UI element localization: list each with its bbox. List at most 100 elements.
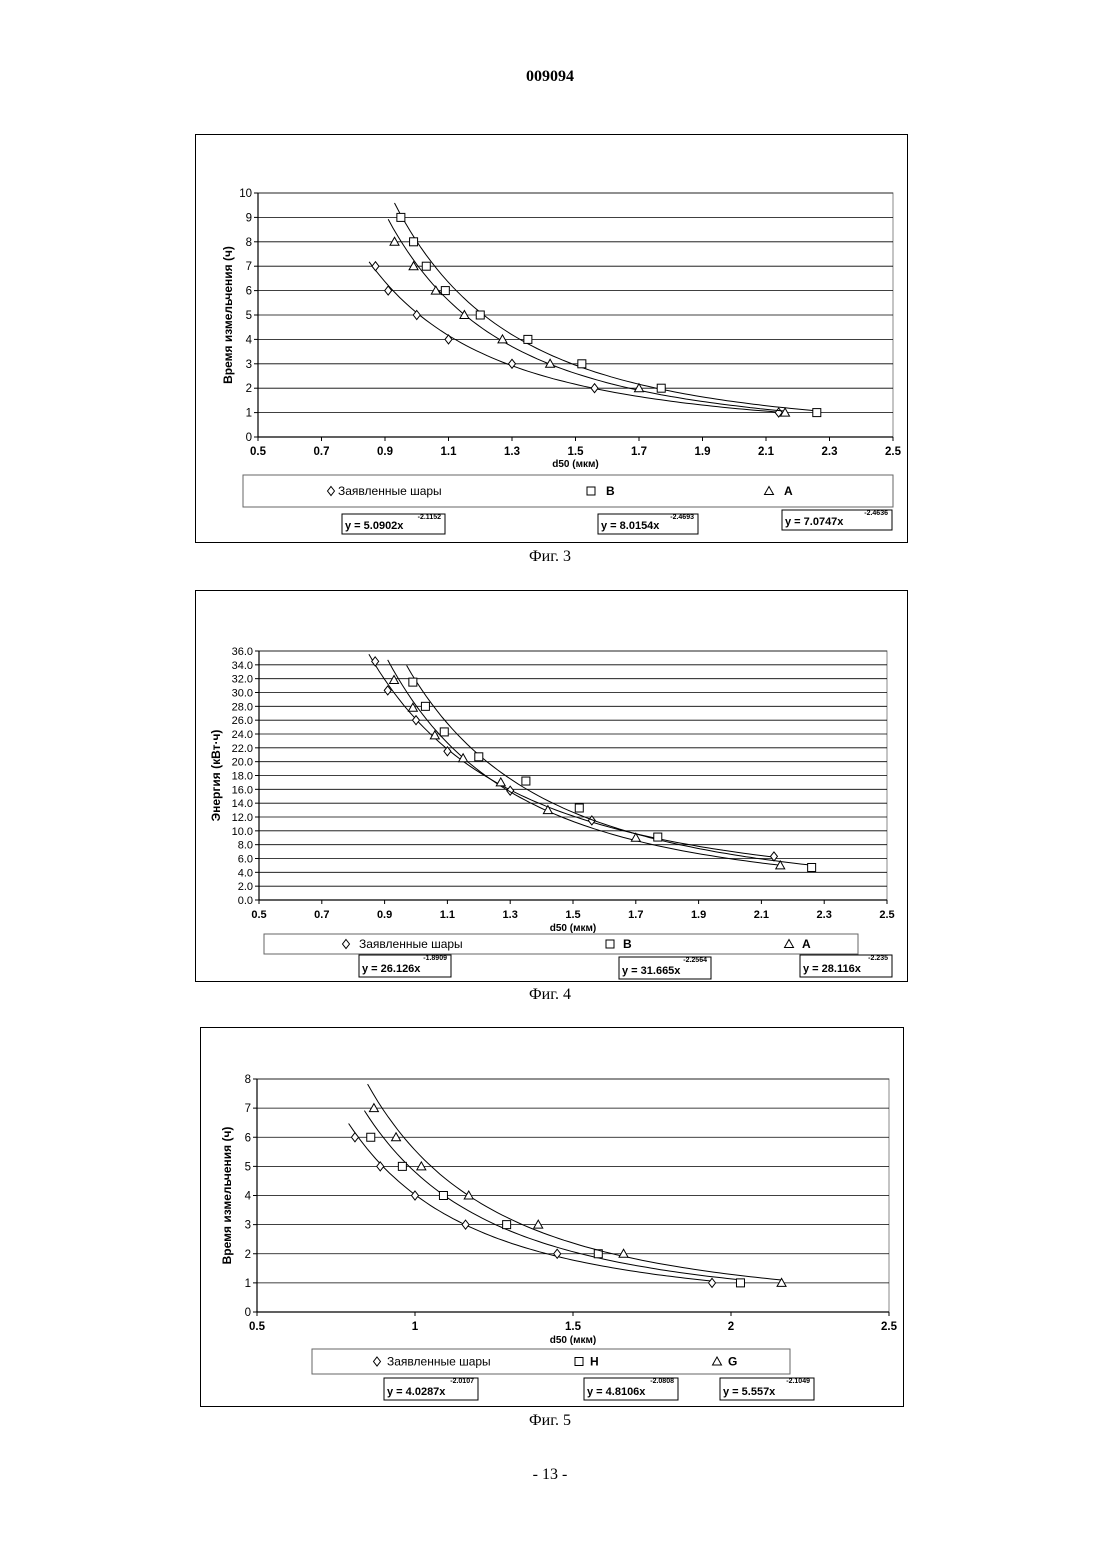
trendline-equation-2: y = 31.665x <box>622 965 681 977</box>
trendline-exponent-3: -2.4636 <box>864 510 888 517</box>
x-tick-label: 2.5 <box>879 909 894 921</box>
trendline-exponent-1: -2.0107 <box>450 1378 474 1385</box>
legend-marker-2 <box>587 487 595 495</box>
y-tick-label: 20.0 <box>232 757 253 769</box>
data-point-series-2 <box>422 262 430 270</box>
x-tick-label: 2.3 <box>817 909 832 921</box>
trendline-equation-1: y = 5.0902x <box>345 520 404 532</box>
data-point-series-2 <box>736 1279 744 1287</box>
legend-marker-2 <box>575 1358 583 1366</box>
y-tick-label: 1 <box>246 408 252 420</box>
trendline-exponent-2: -2.2564 <box>683 957 707 964</box>
trendline-exponent-3: -2.1049 <box>786 1378 810 1385</box>
page-number: - 13 - <box>0 1466 1100 1484</box>
x-tick-label: 0.9 <box>377 446 393 458</box>
trendline-equation-1: y = 26.126x <box>362 963 421 975</box>
y-axis-label: Время измельчения (ч) <box>220 1127 234 1265</box>
trendline-equation-2: y = 8.0154x <box>601 520 660 532</box>
y-tick-label: 18.0 <box>232 771 253 783</box>
y-tick-label: 10.0 <box>232 826 253 838</box>
y-tick-label: 4.0 <box>238 867 253 879</box>
y-tick-label: 1 <box>245 1278 251 1290</box>
y-tick-label: 0 <box>245 1307 251 1319</box>
caption-fig5: Фиг. 5 <box>0 1412 1100 1430</box>
legend-label-2: H <box>590 1355 599 1369</box>
legend-label-3: A <box>784 484 793 498</box>
y-axis-label: Время измельчения (ч) <box>221 246 235 384</box>
trendline-equation-1: y = 4.0287x <box>387 1386 446 1398</box>
legend-label-2: B <box>606 484 615 498</box>
x-tick-label: 1.9 <box>695 446 711 458</box>
data-point-series-2 <box>397 213 405 221</box>
trendline-equation-2: y = 4.8106x <box>587 1386 646 1398</box>
trendline-exponent-2: -2.0808 <box>650 1378 674 1385</box>
x-tick-label: 1.7 <box>631 446 647 458</box>
x-axis-label: d50 (мкм) <box>550 1335 596 1346</box>
y-tick-label: 10 <box>239 188 252 200</box>
y-axis-label: Энергия (кВт·ч) <box>209 730 223 822</box>
trendline-exponent-3: -2.235 <box>868 955 888 962</box>
x-axis-label: d50 (мкм) <box>550 923 596 934</box>
data-point-series-2 <box>410 238 418 246</box>
data-point-series-2 <box>367 1133 375 1141</box>
trendline-equation-3: y = 7.0747x <box>785 516 844 528</box>
x-tick-label: 0.5 <box>249 1321 266 1333</box>
trendline-equation-3: y = 28.116x <box>803 963 862 975</box>
x-tick-label: 2.1 <box>754 909 769 921</box>
chart-frame-fig4: 0.02.04.06.08.010.012.014.016.018.020.02… <box>195 590 908 982</box>
y-tick-label: 34.0 <box>232 660 253 672</box>
chart-fig5: 0123456780.511.522.5d50 (мкм)Время измел… <box>201 1028 903 1406</box>
data-point-series-2 <box>522 777 530 785</box>
legend-marker-2 <box>606 940 614 948</box>
data-point-series-2 <box>813 409 821 417</box>
y-tick-label: 2 <box>246 383 252 395</box>
x-tick-label: 1.1 <box>441 446 458 458</box>
data-point-series-2 <box>524 335 532 343</box>
y-tick-label: 8 <box>246 237 252 249</box>
x-tick-label: 1.5 <box>568 446 585 458</box>
y-tick-label: 7 <box>245 1103 251 1115</box>
trendline-exponent-1: -2.1152 <box>418 514 441 521</box>
trendline-exponent-1: -1.8909 <box>423 955 447 962</box>
x-axis-label: d50 (мкм) <box>552 459 598 470</box>
y-tick-label: 12.0 <box>232 812 253 824</box>
x-tick-label: 0.9 <box>377 909 392 921</box>
data-point-series-2 <box>421 702 429 710</box>
data-point-series-2 <box>441 287 449 295</box>
data-point-series-2 <box>503 1221 511 1229</box>
y-tick-label: 4 <box>246 334 253 346</box>
x-tick-label: 1.3 <box>503 909 518 921</box>
y-tick-label: 4 <box>245 1191 252 1203</box>
y-tick-label: 3 <box>246 359 252 371</box>
y-tick-label: 24.0 <box>232 729 253 741</box>
y-tick-label: 16.0 <box>232 784 253 796</box>
y-tick-label: 5 <box>246 310 252 322</box>
legend-label-3: G <box>728 1355 737 1369</box>
data-point-series-2 <box>439 1192 447 1200</box>
x-tick-label: 2 <box>728 1321 734 1333</box>
x-tick-label: 1.5 <box>565 909 580 921</box>
x-tick-label: 1.3 <box>504 446 520 458</box>
data-point-series-2 <box>654 833 662 841</box>
data-point-series-2 <box>398 1162 406 1170</box>
chart-frame-fig5: 0123456780.511.522.5d50 (мкм)Время измел… <box>200 1027 904 1407</box>
x-tick-label: 1.9 <box>691 909 706 921</box>
x-tick-label: 2.3 <box>822 446 838 458</box>
y-tick-label: 28.0 <box>232 701 253 713</box>
data-point-series-2 <box>657 384 665 392</box>
legend-label-2: B <box>623 937 632 951</box>
x-tick-label: 2.5 <box>881 1321 898 1333</box>
y-tick-label: 9 <box>246 212 252 224</box>
y-tick-label: 0 <box>246 432 252 444</box>
caption-fig3: Фиг. 3 <box>0 548 1100 566</box>
legend-label-3: A <box>802 937 811 951</box>
legend-label-1: Заявленные шары <box>387 1355 491 1369</box>
x-tick-label: 0.7 <box>314 909 329 921</box>
y-tick-label: 5 <box>245 1161 251 1173</box>
legend-label-1: Заявленные шары <box>359 937 463 951</box>
y-tick-label: 22.0 <box>232 743 253 755</box>
caption-fig4: Фиг. 4 <box>0 986 1100 1004</box>
y-tick-label: 6.0 <box>238 854 253 866</box>
x-tick-label: 0.5 <box>250 446 267 458</box>
y-tick-label: 6 <box>246 286 252 298</box>
